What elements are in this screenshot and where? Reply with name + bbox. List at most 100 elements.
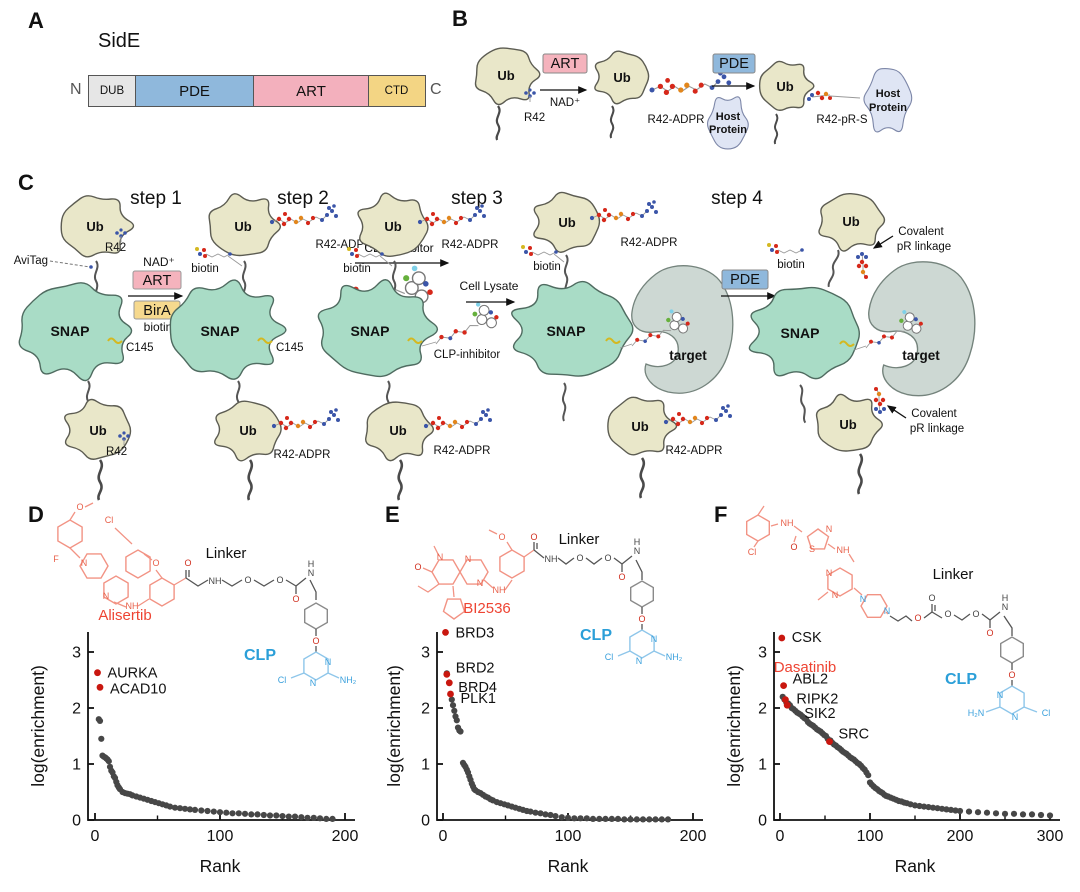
data-point xyxy=(571,815,578,822)
highlight-point xyxy=(783,701,791,709)
svg-text:Cl: Cl xyxy=(605,652,614,662)
r42-label: R42 xyxy=(524,112,545,124)
target-label: target xyxy=(902,348,940,363)
data-point xyxy=(291,813,299,820)
tail-chain xyxy=(0,0,4,40)
svg-text:NH: NH xyxy=(837,545,850,555)
step3-label: step 3 xyxy=(451,188,503,209)
bi2536-clp-structure: O N N N NH O O NH O O O N H O N N Cl NH₂… xyxy=(414,529,683,666)
data-point xyxy=(564,814,572,821)
clp-label: CLP xyxy=(945,671,977,688)
panel-a-letter: A xyxy=(28,8,44,33)
y-axis-label: log(enrichment) xyxy=(384,665,404,787)
svg-text:Ub: Ub xyxy=(631,419,648,434)
svg-text:Cl: Cl xyxy=(278,675,287,685)
svg-text:H: H xyxy=(1002,593,1009,603)
svg-text:N: N xyxy=(437,552,444,562)
c-terminus-label: C xyxy=(430,81,442,98)
svg-text:ART: ART xyxy=(143,273,172,289)
ub-label: Ub xyxy=(497,68,514,83)
data-point xyxy=(983,809,991,816)
svg-text:O: O xyxy=(276,575,283,585)
enrichment-plot-e: 0 1 2 3 0 100 200 Rank log(enrichment) BRD3 BRD2 BR… xyxy=(384,625,706,876)
svg-text:Cl: Cl xyxy=(105,515,114,525)
data-point xyxy=(639,816,647,823)
svg-text:N: N xyxy=(1002,602,1009,612)
svg-text:R42-ADPR: R42-ADPR xyxy=(316,239,373,251)
data-point xyxy=(266,812,274,819)
svg-text:O: O xyxy=(604,553,611,563)
data-point xyxy=(627,816,634,823)
step3-arrow-block: Cell Lysate xyxy=(460,279,519,306)
highlight-label: AURKA xyxy=(108,666,158,682)
data-point xyxy=(248,811,255,818)
data-point xyxy=(527,808,534,815)
pde-box-label: PDE xyxy=(719,56,749,72)
svg-text:R42-ADPR: R42-ADPR xyxy=(274,449,331,461)
enrichment-plot-f: 0 1 2 3 0 100 200 300 Rank log(enrichment) CSK ABL2… xyxy=(724,630,1063,876)
c145-label: C145 xyxy=(276,342,304,354)
snap-blob xyxy=(18,282,133,382)
data-point xyxy=(181,805,189,812)
highlight-point xyxy=(94,669,101,677)
data-point xyxy=(210,808,217,815)
svg-text:NH: NH xyxy=(209,576,222,586)
pde-arrow-block: PDE xyxy=(721,269,777,300)
step1-label: step 1 xyxy=(130,188,182,209)
data-point xyxy=(451,707,458,714)
highlight-label: BRD4 xyxy=(458,680,497,696)
n-terminus-label: N xyxy=(70,81,82,98)
data-point xyxy=(171,804,179,811)
data-point xyxy=(621,816,628,823)
data-point xyxy=(329,815,336,822)
x-axis-label: Rank xyxy=(200,856,241,876)
side-title: SidE xyxy=(98,30,141,52)
alisertib-clp-structure: F O Cl N N NH O O NH O O O N H O N N Cl … xyxy=(53,502,356,688)
svg-text:N: N xyxy=(465,554,472,564)
avitag-label: AviTag xyxy=(14,255,48,267)
data-point xyxy=(602,815,609,822)
svg-text:N: N xyxy=(325,657,332,667)
snap-blob xyxy=(169,279,287,380)
data-point xyxy=(323,815,330,822)
svg-text:SNAP: SNAP xyxy=(201,323,240,339)
data-point xyxy=(453,717,460,724)
data-point xyxy=(241,810,249,817)
y-tick-label: 0 xyxy=(421,813,430,830)
y-tick-label: 3 xyxy=(421,645,430,662)
svg-text:biotin: biotin xyxy=(144,320,173,334)
svg-text:NH: NH xyxy=(493,585,506,595)
data-point xyxy=(304,814,311,821)
svg-text:N: N xyxy=(477,578,484,588)
y-axis-label: log(enrichment) xyxy=(28,665,48,787)
data-point xyxy=(448,696,455,703)
svg-text:O: O xyxy=(498,532,505,542)
protein-label: Protein xyxy=(709,124,747,136)
svg-text:NH₂: NH₂ xyxy=(666,652,683,662)
svg-text:R42-ADPR: R42-ADPR xyxy=(666,445,723,457)
panel-e-letter: E xyxy=(385,502,400,527)
svg-text:Ub: Ub xyxy=(558,215,575,230)
data-point xyxy=(633,816,640,823)
c145-cysteine-icon xyxy=(0,0,15,3)
svg-text:N: N xyxy=(310,678,317,688)
x-tick-label: 200 xyxy=(680,828,707,845)
y-tick-label: 2 xyxy=(421,701,430,718)
svg-text:O: O xyxy=(1008,670,1015,680)
y-tick-label: 1 xyxy=(758,757,767,774)
r42-pr-s-label: R42-pR-S xyxy=(816,114,867,126)
highlight-label: SIK2 xyxy=(804,706,835,722)
svg-text:BirA: BirA xyxy=(143,303,171,319)
x-tick-label: 0 xyxy=(439,828,448,845)
data-point xyxy=(583,815,590,822)
snap-blob xyxy=(511,280,634,377)
svg-text:Cl: Cl xyxy=(1042,708,1051,718)
highlight-point xyxy=(782,696,789,703)
data-point xyxy=(176,805,184,812)
data-point xyxy=(235,810,242,817)
data-point xyxy=(652,816,659,823)
snap-blob xyxy=(748,286,860,380)
svg-text:F: F xyxy=(53,554,59,564)
data-point xyxy=(254,811,261,818)
